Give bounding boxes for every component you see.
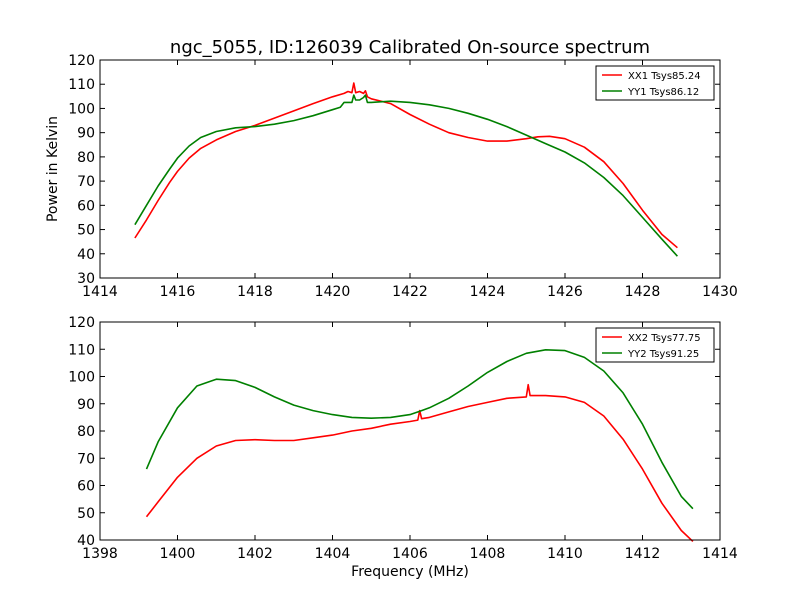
y-axis-label: Power in Kelvin — [45, 116, 61, 222]
legend-entry-label: YY2 Tsys91.25 — [627, 349, 699, 360]
y-tick-label: 50 — [77, 223, 95, 239]
x-tick-label: 1408 — [470, 546, 506, 562]
x-tick-label: 1414 — [82, 284, 118, 300]
legend-entry-label: XX1 Tsys85.24 — [628, 71, 701, 82]
series-line-yy2 — [145, 348, 694, 510]
x-tick-label: 1414 — [702, 546, 738, 562]
x-tick-label: 1418 — [237, 284, 273, 300]
x-tick-label: 1430 — [702, 284, 738, 300]
y-tick-label: 80 — [77, 150, 95, 166]
y-tick-label: 90 — [77, 126, 95, 142]
y-tick-label: 40 — [77, 533, 95, 549]
x-tick-label: 1406 — [392, 546, 428, 562]
series-line-yy1 — [134, 94, 678, 257]
y-tick-label: 100 — [68, 101, 95, 117]
legend-box — [595, 327, 715, 363]
y-tick-label: 110 — [68, 77, 95, 93]
figure-title: ngc_5055, ID:126039 Calibrated On-source… — [170, 37, 650, 58]
x-tick-label: 1410 — [547, 546, 583, 562]
y-tick-label: 60 — [77, 198, 95, 214]
x-axis-label: Frequency (MHz) — [351, 564, 469, 580]
x-tick-label: 1422 — [392, 284, 428, 300]
x-tick-label: 1420 — [315, 284, 351, 300]
x-tick-label: 1424 — [470, 284, 506, 300]
y-tick-label: 30 — [77, 271, 95, 287]
x-tick-label: 1426 — [547, 284, 583, 300]
legend: XX2 Tsys77.75 YY2 Tsys91.25 — [595, 327, 715, 363]
legend: XX1 Tsys85.24 YY1 Tsys86.12 — [595, 65, 715, 101]
x-tick-label: 1404 — [315, 546, 351, 562]
series-line-xx1 — [134, 82, 678, 249]
x-tick-label: 1400 — [160, 546, 196, 562]
y-tick-label: 90 — [77, 397, 95, 413]
bottom-subplot-xx2-yy2: 1398 1400 1402 1404 1406 1408 1410 1412 1414 40 50… — [68, 315, 738, 580]
y-tick-label: 120 — [68, 53, 95, 69]
legend-box — [595, 65, 715, 101]
y-tick-label: 100 — [68, 370, 95, 386]
x-tick-label: 1398 — [82, 546, 118, 562]
y-tick-label: 70 — [77, 174, 95, 190]
series-line-xx2 — [145, 383, 694, 542]
y-tick-label: 70 — [77, 451, 95, 467]
x-tick-label: 1428 — [625, 284, 661, 300]
x-tick-label: 1412 — [625, 546, 661, 562]
x-tick-label: 1416 — [160, 284, 196, 300]
y-tick-label: 40 — [77, 247, 95, 263]
x-tick-label: 1402 — [237, 546, 273, 562]
y-tick-label: 80 — [77, 424, 95, 440]
legend-entry-label: XX2 Tsys77.75 — [628, 333, 701, 344]
top-subplot-xx1-yy1: 1414 1416 1418 1420 1422 1424 1426 1428 1430 30 40… — [45, 53, 738, 300]
y-tick-label: 60 — [77, 479, 95, 495]
y-tick-label: 50 — [77, 506, 95, 522]
y-tick-label: 110 — [68, 342, 95, 358]
y-tick-label: 120 — [68, 315, 95, 331]
legend-entry-label: YY1 Tsys86.12 — [627, 87, 699, 98]
